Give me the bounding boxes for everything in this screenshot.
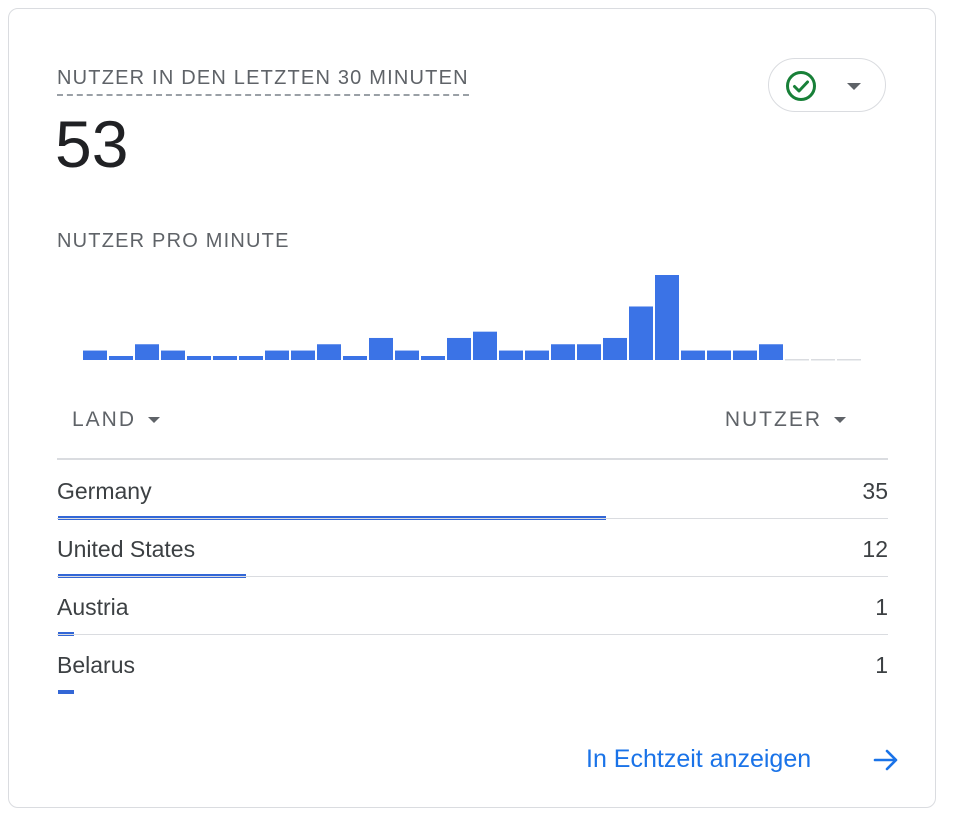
- chevron-down-icon: [148, 417, 161, 424]
- column-header-land-label: LAND: [72, 408, 137, 431]
- row-divider: [57, 634, 888, 635]
- row-divider: [57, 576, 888, 577]
- country-name: Germany: [57, 478, 152, 504]
- country-users: 1: [875, 594, 888, 620]
- chevron-down-icon: [834, 417, 846, 424]
- table-row[interactable]: Germany 35: [57, 460, 888, 520]
- column-header-land[interactable]: LAND: [72, 407, 161, 433]
- status-dropdown-button[interactable]: [768, 58, 886, 112]
- view-realtime-link[interactable]: In Echtzeit anzeigen: [586, 745, 812, 773]
- table-divider: [57, 458, 888, 460]
- kpi-value: 53: [55, 107, 129, 181]
- country-users: 12: [862, 536, 888, 562]
- country-name: United States: [57, 536, 196, 562]
- arrow-right-icon[interactable]: [872, 746, 900, 774]
- table-row[interactable]: United States 12: [57, 518, 888, 578]
- country-name: Belarus: [57, 652, 135, 678]
- kpi-title[interactable]: NUTZER IN DEN LETZTEN 30 MINUTEN: [57, 66, 469, 96]
- country-name: Austria: [57, 594, 129, 620]
- realtime-card: [8, 8, 936, 808]
- check-circle-icon: [786, 71, 816, 101]
- table-row[interactable]: Austria 1: [57, 576, 888, 636]
- chevron-down-icon: [847, 83, 861, 90]
- column-header-users[interactable]: NUTZER: [725, 407, 846, 433]
- column-header-users-label: NUTZER: [724, 408, 822, 431]
- chart-title: NUTZER PRO MINUTE: [57, 230, 290, 252]
- country-share-bar: [58, 690, 74, 694]
- country-users: 35: [862, 478, 888, 504]
- table-row[interactable]: Belarus 1: [57, 634, 888, 694]
- country-users: 1: [875, 652, 888, 678]
- row-divider: [57, 518, 888, 519]
